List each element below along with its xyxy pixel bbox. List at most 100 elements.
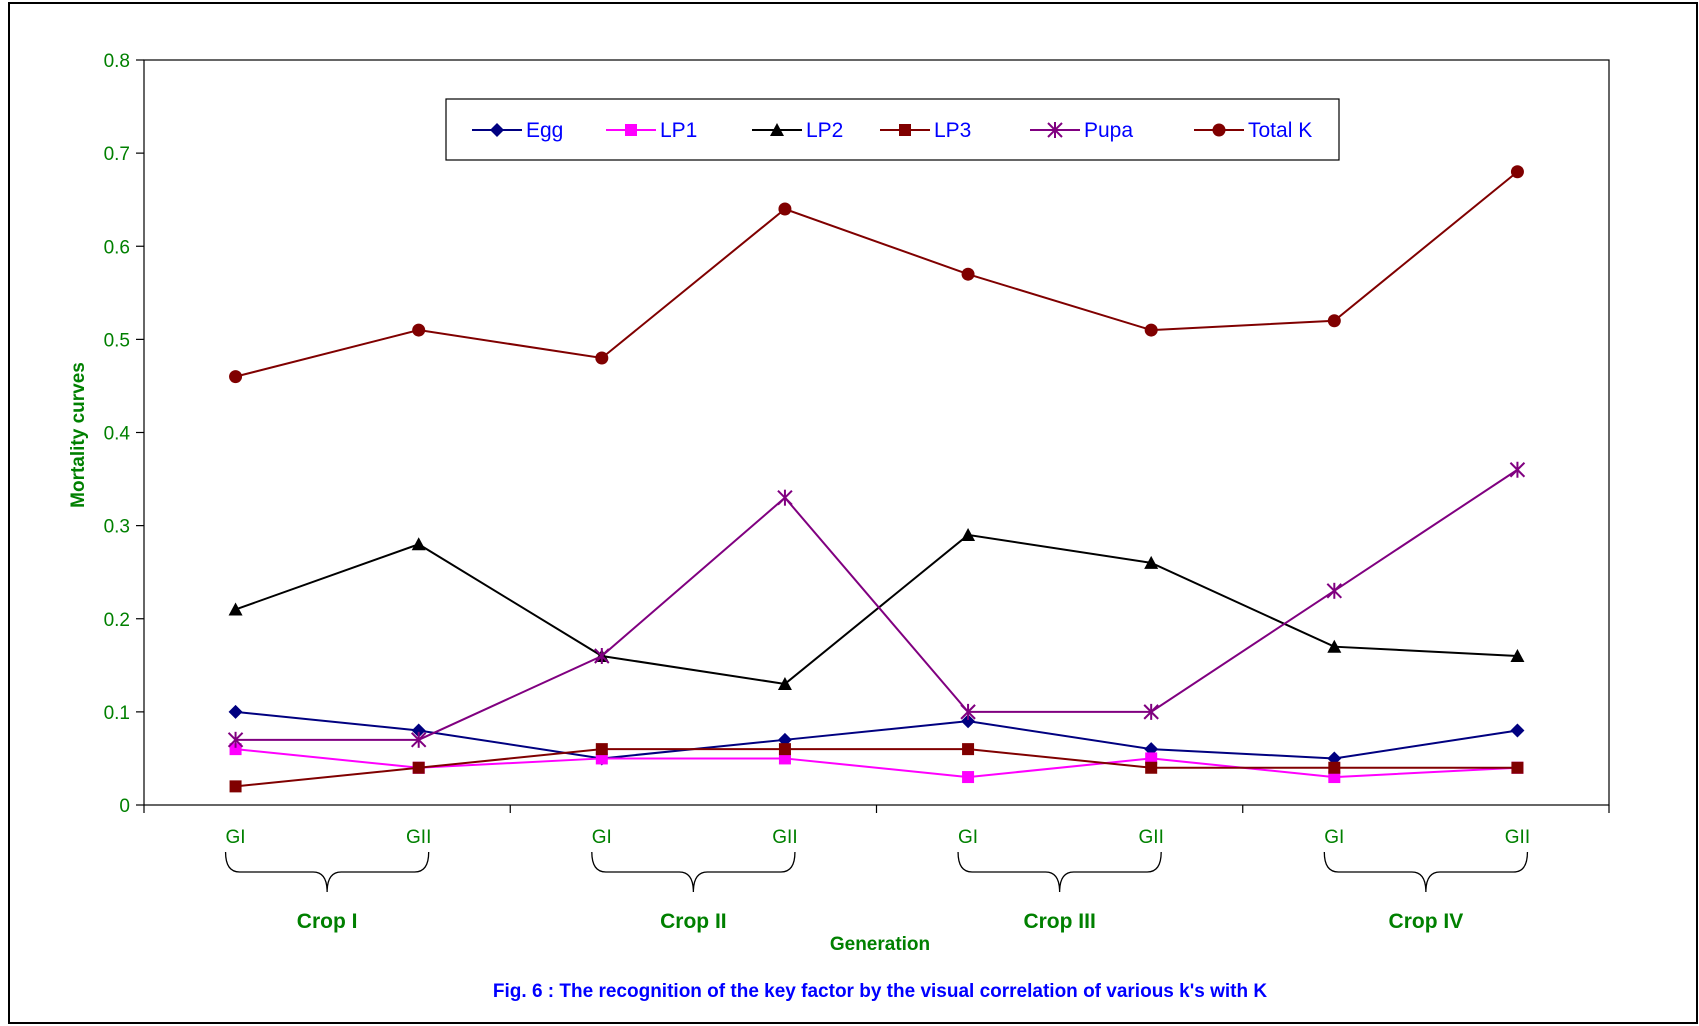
y-tick-label: 0 bbox=[119, 796, 130, 817]
legend-item: Pupa bbox=[1030, 119, 1133, 142]
legend-label: LP3 bbox=[934, 119, 971, 142]
y-axis-ticks: 0 0.1 0.2 0.3 0.4 0.5 0.6 0.7 0.8 bbox=[104, 51, 144, 817]
series-point bbox=[411, 537, 426, 551]
group-brace bbox=[1323, 851, 1529, 893]
series-point bbox=[490, 123, 504, 137]
series-point bbox=[777, 676, 792, 690]
x-tick-label: GI bbox=[226, 827, 246, 848]
y-tick-label: 0.6 bbox=[104, 237, 130, 258]
series-point bbox=[778, 202, 792, 216]
series-pupa bbox=[227, 461, 1526, 748]
series-point bbox=[412, 323, 426, 337]
legend-label: LP2 bbox=[806, 119, 843, 142]
series-point bbox=[961, 527, 976, 541]
y-tick-label: 0.8 bbox=[104, 51, 130, 72]
x-tick-label: GI bbox=[1324, 827, 1344, 848]
y-tick-label: 0.3 bbox=[104, 517, 130, 538]
series-point bbox=[1212, 123, 1226, 137]
series-point bbox=[1510, 723, 1525, 738]
series-point bbox=[412, 761, 425, 774]
series-point bbox=[410, 731, 427, 748]
series-lp3 bbox=[229, 743, 1524, 793]
series-point bbox=[228, 602, 243, 616]
series-point bbox=[1509, 461, 1526, 478]
series-point bbox=[960, 703, 976, 720]
series-point bbox=[1143, 703, 1159, 720]
group-label: Crop I bbox=[297, 910, 358, 933]
series-point bbox=[594, 648, 610, 664]
series-line bbox=[235, 710, 1518, 760]
series-line bbox=[235, 533, 1518, 685]
legend-label: Total K bbox=[1248, 119, 1312, 142]
x-tick-label: GI bbox=[958, 827, 978, 848]
y-axis-title: Mortality curves bbox=[68, 362, 89, 508]
series-point bbox=[961, 267, 975, 281]
series-point bbox=[595, 351, 609, 365]
series-point bbox=[770, 123, 784, 136]
series-point bbox=[229, 780, 242, 793]
y-tick-label: 0.1 bbox=[104, 703, 130, 724]
plot-area-border bbox=[143, 59, 1610, 806]
series-point bbox=[411, 723, 426, 738]
legend: Egg LP1 LP2 LP3 Pupa Total K bbox=[445, 98, 1340, 161]
series-point bbox=[229, 370, 243, 384]
x-tick-label: GII bbox=[1139, 827, 1164, 848]
series-point bbox=[1327, 639, 1342, 653]
series-point bbox=[625, 124, 637, 136]
series-point bbox=[778, 752, 791, 765]
series-point bbox=[1327, 314, 1341, 328]
x-tick-label: GII bbox=[1505, 827, 1530, 848]
series-point bbox=[1328, 761, 1341, 774]
legend-label: Egg bbox=[526, 119, 563, 142]
series-point bbox=[961, 714, 976, 729]
series-point bbox=[595, 743, 608, 756]
series-point bbox=[1145, 761, 1158, 774]
series-lp2 bbox=[228, 527, 1525, 690]
series-layer bbox=[227, 165, 1526, 793]
x-axis-title: Generation bbox=[830, 934, 930, 955]
series-point bbox=[962, 743, 975, 756]
group-brace bbox=[224, 851, 430, 893]
series-point bbox=[228, 704, 243, 719]
x-axis-ticks: GI GII GI GII GI GII GI GII bbox=[143, 805, 1610, 848]
legend-item: LP3 bbox=[880, 119, 971, 142]
series-line bbox=[235, 170, 1519, 378]
series-point bbox=[777, 489, 793, 506]
group-braces: Crop I Crop II Crop III Crop IV bbox=[224, 851, 1529, 933]
x-tick-label: GII bbox=[406, 827, 431, 848]
x-tick-label: GII bbox=[772, 827, 797, 848]
group-brace bbox=[957, 851, 1162, 893]
y-tick-label: 0.5 bbox=[104, 330, 130, 351]
series-point bbox=[1328, 771, 1341, 784]
series-line bbox=[235, 748, 1518, 788]
group-label: Crop IV bbox=[1389, 910, 1464, 933]
series-point bbox=[899, 124, 911, 136]
group-label: Crop II bbox=[660, 910, 727, 933]
y-tick-label: 0.2 bbox=[104, 610, 130, 631]
legend-item: LP2 bbox=[752, 119, 843, 142]
legend-label: LP1 bbox=[660, 119, 697, 142]
series-point bbox=[1047, 122, 1063, 138]
series-point bbox=[1510, 649, 1525, 662]
series-point bbox=[962, 771, 975, 784]
series-point bbox=[595, 752, 608, 765]
group-brace bbox=[591, 851, 796, 893]
y-tick-label: 0.7 bbox=[104, 144, 130, 165]
series-line bbox=[235, 748, 1518, 779]
x-tick-label: GI bbox=[592, 827, 612, 848]
series-point bbox=[1326, 582, 1343, 599]
series-point bbox=[1510, 165, 1524, 179]
series-point bbox=[1144, 555, 1159, 569]
legend-item: Egg bbox=[472, 119, 563, 142]
series-total-k bbox=[229, 165, 1524, 384]
group-label: Crop III bbox=[1023, 910, 1095, 933]
legend-label: Pupa bbox=[1084, 119, 1133, 142]
series-point bbox=[227, 731, 244, 748]
figure-caption: Fig. 6 : The recognition of the key fact… bbox=[493, 981, 1267, 1002]
axes bbox=[143, 59, 1610, 806]
series-point bbox=[1511, 761, 1524, 774]
chart-frame bbox=[8, 2, 1698, 1024]
series-point bbox=[1144, 323, 1158, 337]
y-tick-label: 0.4 bbox=[104, 424, 131, 445]
